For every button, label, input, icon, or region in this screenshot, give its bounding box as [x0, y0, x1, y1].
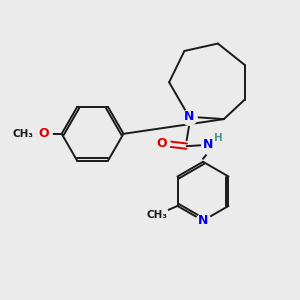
Text: N: N [198, 214, 208, 227]
Text: H: H [214, 133, 223, 143]
Text: CH₃: CH₃ [146, 210, 167, 220]
Text: CH₃: CH₃ [12, 129, 33, 139]
Text: O: O [156, 137, 167, 150]
Text: N: N [184, 110, 194, 123]
Text: O: O [39, 127, 49, 140]
Text: N: N [203, 138, 214, 151]
